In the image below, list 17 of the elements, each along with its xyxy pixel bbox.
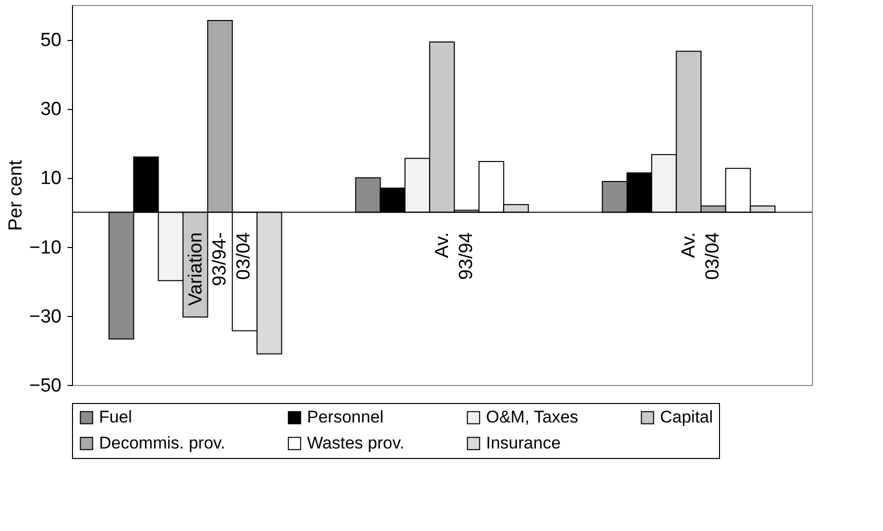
y-tick-label: 10	[40, 168, 62, 190]
legend-label: Fuel	[99, 408, 132, 427]
x-tick-label: Av. 93/94	[432, 232, 477, 280]
y-tick-label: −10	[29, 237, 62, 258]
y-tick-label: −30	[29, 306, 62, 328]
x-tick-label: Av. 03/04	[678, 232, 724, 280]
legend-label: Capital	[660, 408, 713, 427]
y-tick-label: 30	[40, 99, 62, 120]
legend-label: Personnel	[307, 408, 384, 427]
x-tick-label: Variation 93/94-03/04	[185, 232, 254, 306]
y-tick-label: 50	[40, 30, 62, 52]
legend-label: O&M, Taxes	[486, 408, 578, 427]
legend-label: Insurance	[486, 434, 561, 452]
y-axis-title: Per cent	[5, 159, 26, 231]
legend-label: Wastes prov.	[307, 434, 404, 452]
y-tick-label: −50	[29, 376, 62, 396]
legend-label: Decommis. prov.	[99, 434, 226, 452]
